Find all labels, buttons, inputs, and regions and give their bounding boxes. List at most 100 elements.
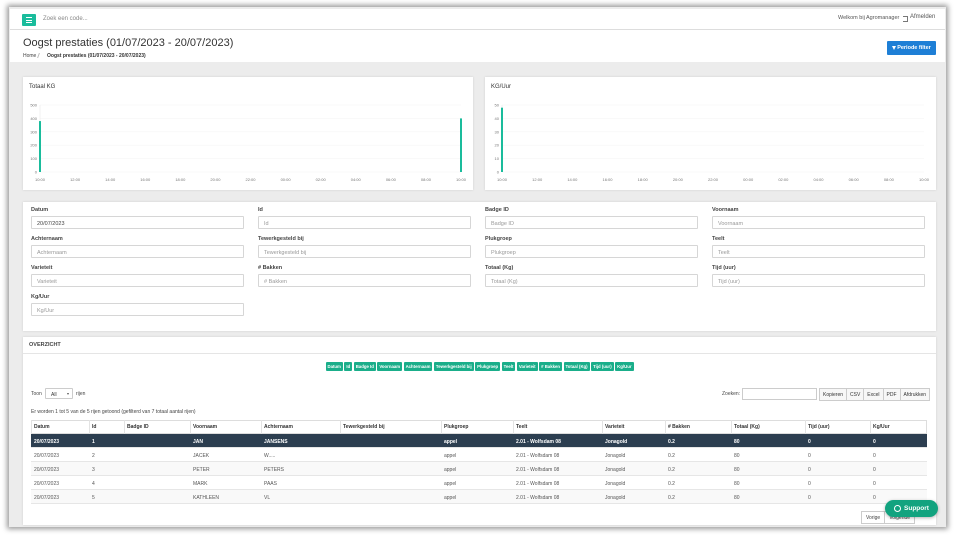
table-cell: 0 bbox=[808, 494, 811, 501]
filter-input[interactable]: Achternaam bbox=[31, 245, 244, 258]
column-toggle-button[interactable]: # Bakken bbox=[539, 362, 562, 371]
column-toggle-button[interactable]: Tijd (uur) bbox=[591, 362, 614, 371]
filter-input[interactable]: Id bbox=[258, 216, 471, 229]
column-header[interactable]: Tijd (uur) bbox=[808, 424, 830, 430]
x-tick-label: 18:00 bbox=[175, 177, 186, 182]
table-cell: 0.2 bbox=[668, 480, 675, 487]
filter-input[interactable]: 20/07/2023 bbox=[31, 216, 244, 229]
column-toggle-button[interactable]: Datum bbox=[325, 362, 343, 371]
search-placeholder[interactable]: Zoek een code... bbox=[43, 16, 88, 22]
table-cell: 80 bbox=[734, 480, 740, 487]
column-toggle-button[interactable]: Kg/Uur bbox=[615, 362, 634, 371]
table-cell: 2.01 - Wolfsdam 08 bbox=[516, 466, 560, 473]
column-toggle-button[interactable]: Totaal (Kg) bbox=[563, 362, 590, 371]
export-button[interactable]: Excel bbox=[863, 388, 884, 401]
x-tick-label: 00:00 bbox=[743, 177, 754, 182]
x-tick-label: 14:00 bbox=[105, 177, 116, 182]
x-tick-label: 14:00 bbox=[567, 177, 578, 182]
export-button[interactable]: Afdrukken bbox=[899, 388, 931, 401]
table-cell: 80 bbox=[734, 466, 740, 473]
column-header[interactable]: Varieteit bbox=[605, 424, 625, 430]
y-tick-label: 200 bbox=[30, 143, 37, 148]
welcome-text: Welkom bij Agromanager bbox=[838, 15, 900, 21]
logout-link[interactable]: Afmelden bbox=[910, 14, 936, 20]
show-suffix: rijen bbox=[76, 391, 86, 397]
column-toggle-button[interactable]: Tewerkgesteld bij bbox=[433, 362, 474, 371]
filter-input[interactable]: Plukgroep bbox=[485, 245, 698, 258]
filter-input[interactable]: Tewerkgesteld bij bbox=[258, 245, 471, 258]
filter-input[interactable]: # Bakken bbox=[258, 274, 471, 287]
column-header[interactable]: Datum bbox=[34, 424, 50, 430]
column-toggle-button[interactable]: Teelt bbox=[501, 362, 516, 371]
rows-select[interactable]: All bbox=[45, 388, 73, 399]
column-header[interactable]: Tewerkgesteld bij bbox=[343, 424, 385, 430]
column-header[interactable]: Totaal (Kg) bbox=[734, 424, 760, 430]
table-cell: W..... bbox=[264, 452, 276, 459]
breadcrumb-home[interactable]: Home bbox=[23, 53, 37, 59]
table-row[interactable] bbox=[31, 476, 927, 490]
x-tick-label: 22:00 bbox=[245, 177, 256, 182]
pagination-button[interactable]: Vorige bbox=[861, 511, 886, 524]
column-toggle-button[interactable]: Varieteit bbox=[516, 362, 538, 371]
filter-input[interactable]: Totaal (Kg) bbox=[485, 274, 698, 287]
column-header[interactable]: Achternaam bbox=[264, 424, 293, 430]
column-toggle-button[interactable]: Voornaam bbox=[377, 362, 403, 371]
table-cell: Jonagold bbox=[605, 480, 626, 487]
page-header bbox=[10, 30, 945, 62]
export-button[interactable]: CSV bbox=[846, 388, 865, 401]
show-label: Toon bbox=[31, 391, 42, 397]
column-header[interactable]: Plukgroep bbox=[444, 424, 469, 430]
filter-label: Tijd (uur) bbox=[712, 265, 736, 271]
table-cell: 0 bbox=[873, 438, 876, 445]
column-header[interactable]: Teelt bbox=[516, 424, 528, 430]
bar bbox=[501, 107, 503, 172]
table-search-input[interactable] bbox=[742, 388, 817, 400]
column-header[interactable]: # Bakken bbox=[668, 424, 690, 430]
table-cell: JAN bbox=[193, 438, 204, 445]
table-cell: 2.01 - Wolfsdam 08 bbox=[516, 438, 561, 445]
chart: KG/Uur 0 10 20 30 40 50 10:00 12:00 14:00 16:00 18:… bbox=[491, 84, 930, 182]
table-row[interactable] bbox=[31, 448, 927, 462]
column-header[interactable]: Voornaam bbox=[193, 424, 218, 430]
filter-input[interactable]: Teelt bbox=[712, 245, 925, 258]
filter-input[interactable]: Kg/Uur bbox=[31, 303, 244, 316]
column-toggle-button[interactable]: Badge Id bbox=[353, 362, 376, 371]
table-cell: 2.01 - Wolfsdam 08 bbox=[516, 480, 560, 487]
chart-panel bbox=[485, 77, 936, 190]
y-tick-label: 0 bbox=[35, 170, 38, 175]
table-row[interactable] bbox=[31, 462, 927, 476]
table-cell: PETER bbox=[193, 466, 210, 473]
x-tick-label: 02:00 bbox=[778, 177, 789, 182]
x-tick-label: 10:00 bbox=[35, 177, 46, 182]
table-cell: Jonagold bbox=[605, 452, 626, 459]
logout-icon bbox=[903, 16, 908, 22]
column-header[interactable]: Id bbox=[92, 424, 97, 430]
filter-input[interactable]: Tijd (uur) bbox=[712, 274, 925, 287]
filter-label: Achternaam bbox=[31, 236, 63, 242]
table-row-selected[interactable] bbox=[31, 434, 927, 448]
table-row[interactable] bbox=[31, 490, 927, 504]
column-toggle-button[interactable]: Achternaam bbox=[403, 362, 433, 371]
filter-placeholder: Tewerkgesteld bij bbox=[264, 249, 307, 256]
y-tick-label: 300 bbox=[30, 129, 37, 134]
filter-input[interactable]: Badge ID bbox=[485, 216, 698, 229]
menu-button[interactable] bbox=[22, 14, 36, 26]
filter-input[interactable]: Varieteit bbox=[31, 274, 244, 287]
y-tick-label: 500 bbox=[30, 103, 37, 108]
filter-placeholder: Varieteit bbox=[37, 278, 57, 285]
column-header[interactable]: Kg/Uur bbox=[873, 424, 890, 430]
table-cell: appel bbox=[444, 452, 457, 459]
export-button[interactable]: PDF bbox=[882, 388, 901, 401]
column-header[interactable]: Badge ID bbox=[127, 424, 149, 430]
filter-input[interactable]: Voornaam bbox=[712, 216, 925, 229]
table-cell: 0 bbox=[808, 452, 811, 459]
column-toggle-button[interactable]: Id bbox=[344, 362, 353, 371]
support-button[interactable]: Support bbox=[885, 500, 938, 517]
table-cell: 5 bbox=[92, 494, 95, 501]
column-toggle-button[interactable]: Plukgroep bbox=[475, 362, 501, 371]
rows-select-value: All bbox=[51, 391, 57, 398]
period-filter-button[interactable]: Periode filter bbox=[887, 41, 936, 55]
column-toggle-row: Datum Id Badge Id Voornaam Achternaam Tewerkg… bbox=[23, 362, 936, 371]
table-cell: 20/07/2023 bbox=[34, 494, 60, 501]
export-button[interactable]: Kopieren bbox=[819, 388, 848, 401]
